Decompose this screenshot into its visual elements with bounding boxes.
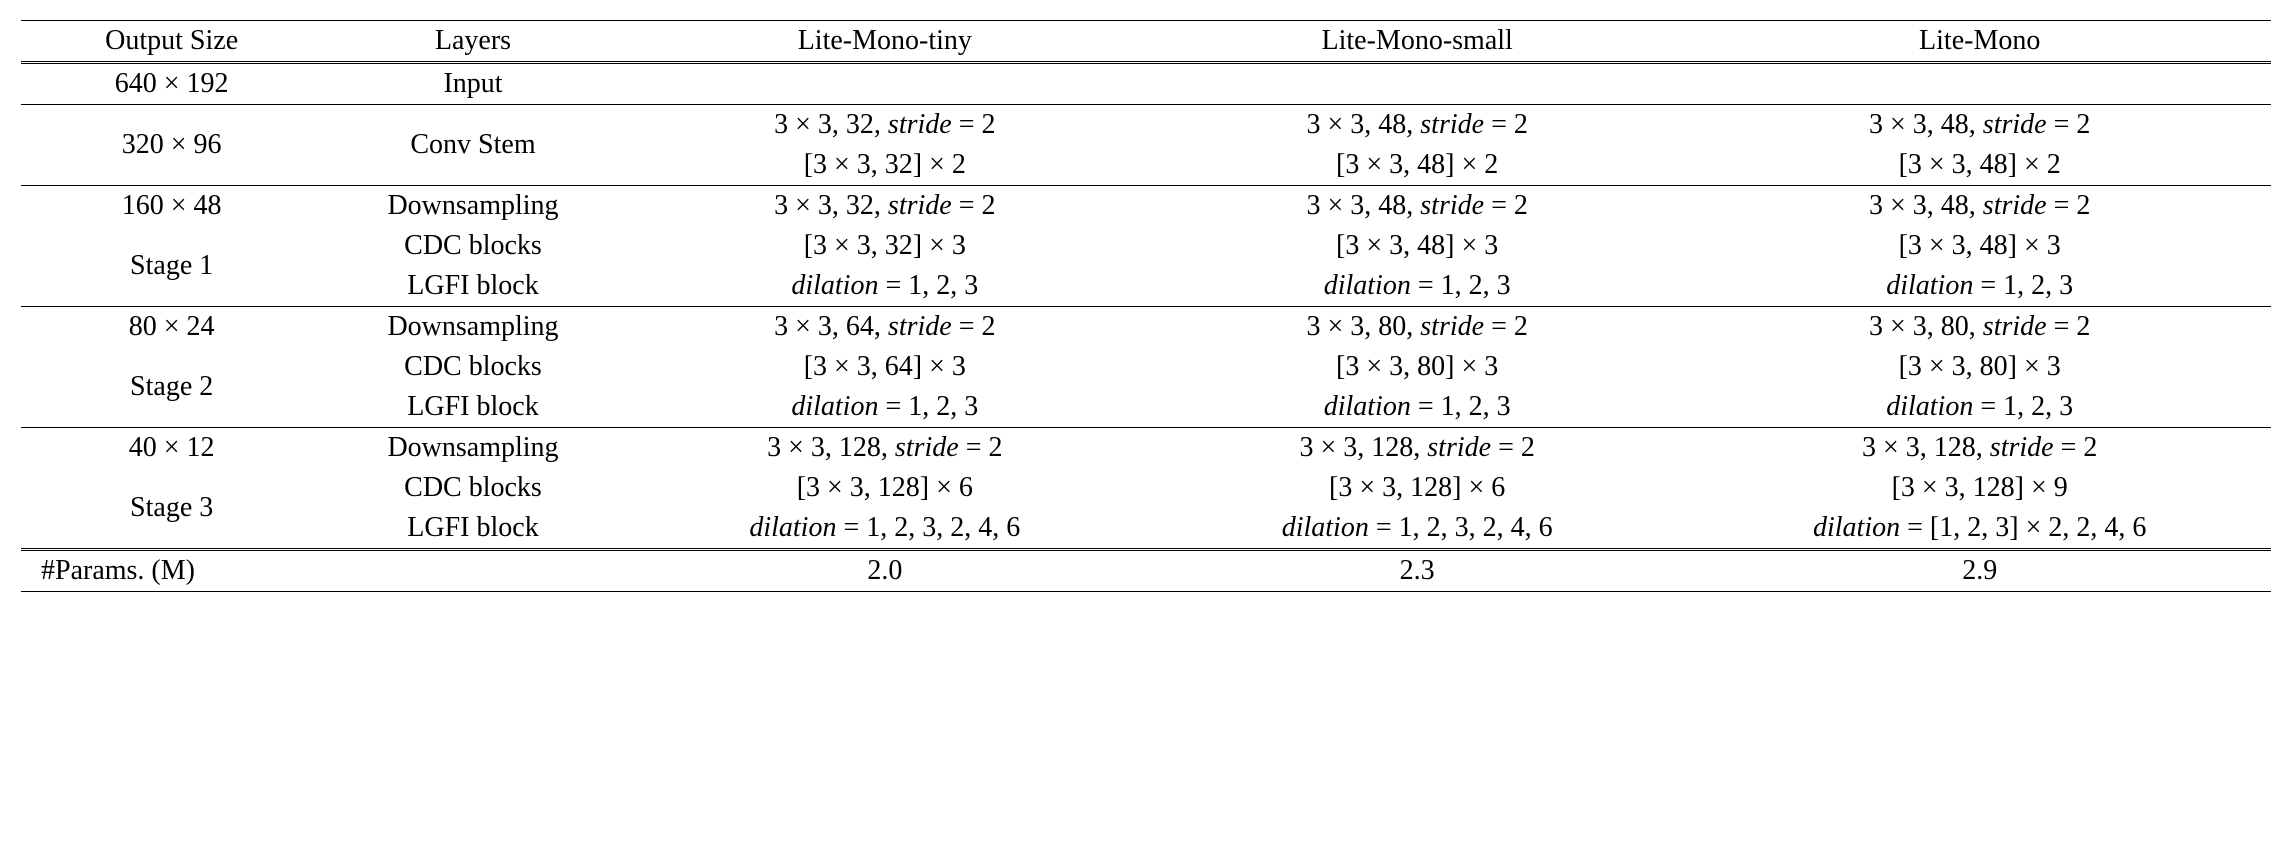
cell-small: [3 × 3, 48] × 3 bbox=[1146, 226, 1688, 266]
col-lite-mono-small: Lite-Mono-small bbox=[1146, 21, 1688, 63]
cell-mono: [3 × 3, 48] × 3 bbox=[1688, 226, 2271, 266]
cell-layer: Downsampling bbox=[322, 307, 623, 348]
cell-mono: dilation = 1, 2, 3 bbox=[1688, 266, 2271, 307]
cell-empty bbox=[624, 63, 1146, 105]
cell-params-label: #Params. (M) bbox=[21, 550, 322, 592]
cell-layer: Downsampling bbox=[322, 186, 623, 227]
cell-mono: 3 × 3, 48, stride = 2 bbox=[1688, 105, 2271, 146]
cell-tiny: [3 × 3, 64] × 3 bbox=[624, 347, 1146, 387]
cell-stage-label: Stage 1 bbox=[21, 226, 322, 307]
row-input: 640 × 192 Input bbox=[21, 63, 2271, 105]
cell-tiny: dilation = 1, 2, 3 bbox=[624, 266, 1146, 307]
cell-stage-label: Stage 2 bbox=[21, 347, 322, 428]
cell-small: dilation = 1, 2, 3 bbox=[1146, 266, 1688, 307]
cell-size: 40 × 12 bbox=[21, 428, 322, 469]
cell-layer: CDC blocks bbox=[322, 226, 623, 266]
cell-size: 160 × 48 bbox=[21, 186, 322, 227]
cell-mono: 3 × 3, 128, stride = 2 bbox=[1688, 428, 2271, 469]
cell-layer: LGFI block bbox=[322, 266, 623, 307]
architecture-table: Output Size Layers Lite-Mono-tiny Lite-M… bbox=[21, 20, 2271, 592]
row-stage3-lgfi: LGFI block dilation = 1, 2, 3, 2, 4, 6 d… bbox=[21, 508, 2271, 550]
row-stage2-lgfi: LGFI block dilation = 1, 2, 3 dilation =… bbox=[21, 387, 2271, 428]
col-lite-mono: Lite-Mono bbox=[1688, 21, 2271, 63]
cell-tiny: dilation = 1, 2, 3 bbox=[624, 387, 1146, 428]
cell-layer: CDC blocks bbox=[322, 468, 623, 508]
cell-empty bbox=[322, 550, 623, 592]
row-stage1-lgfi: LGFI block dilation = 1, 2, 3 dilation =… bbox=[21, 266, 2271, 307]
cell-mono: dilation = [1, 2, 3] × 2, 2, 4, 6 bbox=[1688, 508, 2271, 550]
cell-tiny: dilation = 1, 2, 3, 2, 4, 6 bbox=[624, 508, 1146, 550]
col-lite-mono-tiny: Lite-Mono-tiny bbox=[624, 21, 1146, 63]
row-conv-stem-a: 320 × 96 Conv Stem 3 × 3, 32, stride = 2… bbox=[21, 105, 2271, 146]
cell-layer: Conv Stem bbox=[322, 105, 623, 186]
cell-small: 3 × 3, 128, stride = 2 bbox=[1146, 428, 1688, 469]
cell-size: 640 × 192 bbox=[21, 63, 322, 105]
row-stage3-cdc: Stage 3 CDC blocks [3 × 3, 128] × 6 [3 ×… bbox=[21, 468, 2271, 508]
cell-empty bbox=[1688, 63, 2271, 105]
cell-small: 3 × 3, 48, stride = 2 bbox=[1146, 186, 1688, 227]
cell-size: 320 × 96 bbox=[21, 105, 322, 186]
cell-mono: 3 × 3, 48, stride = 2 bbox=[1688, 186, 2271, 227]
cell-small: 3 × 3, 48, stride = 2 bbox=[1146, 105, 1688, 146]
cell-tiny: 3 × 3, 32, stride = 2 bbox=[624, 186, 1146, 227]
row-stage1-cdc: Stage 1 CDC blocks [3 × 3, 32] × 3 [3 × … bbox=[21, 226, 2271, 266]
cell-layer: Downsampling bbox=[322, 428, 623, 469]
cell-tiny: [3 × 3, 32] × 2 bbox=[624, 145, 1146, 186]
cell-params-small: 2.3 bbox=[1146, 550, 1688, 592]
cell-layer: LGFI block bbox=[322, 387, 623, 428]
cell-mono: 3 × 3, 80, stride = 2 bbox=[1688, 307, 2271, 348]
row-params: #Params. (M) 2.0 2.3 2.9 bbox=[21, 550, 2271, 592]
row-stage3-down: 40 × 12 Downsampling 3 × 3, 128, stride … bbox=[21, 428, 2271, 469]
cell-small: [3 × 3, 80] × 3 bbox=[1146, 347, 1688, 387]
cell-layer: CDC blocks bbox=[322, 347, 623, 387]
cell-small: [3 × 3, 48] × 2 bbox=[1146, 145, 1688, 186]
cell-mono: [3 × 3, 128] × 9 bbox=[1688, 468, 2271, 508]
cell-tiny: [3 × 3, 128] × 6 bbox=[624, 468, 1146, 508]
row-stage2-cdc: Stage 2 CDC blocks [3 × 3, 64] × 3 [3 × … bbox=[21, 347, 2271, 387]
cell-tiny: 3 × 3, 32, stride = 2 bbox=[624, 105, 1146, 146]
cell-small: [3 × 3, 128] × 6 bbox=[1146, 468, 1688, 508]
cell-size: 80 × 24 bbox=[21, 307, 322, 348]
cell-mono: [3 × 3, 48] × 2 bbox=[1688, 145, 2271, 186]
cell-layer: LGFI block bbox=[322, 508, 623, 550]
cell-params-tiny: 2.0 bbox=[624, 550, 1146, 592]
cell-small: 3 × 3, 80, stride = 2 bbox=[1146, 307, 1688, 348]
cell-empty bbox=[1146, 63, 1688, 105]
row-stage1-down: 160 × 48 Downsampling 3 × 3, 32, stride … bbox=[21, 186, 2271, 227]
row-stage2-down: 80 × 24 Downsampling 3 × 3, 64, stride =… bbox=[21, 307, 2271, 348]
cell-tiny: 3 × 3, 128, stride = 2 bbox=[624, 428, 1146, 469]
table-header-row: Output Size Layers Lite-Mono-tiny Lite-M… bbox=[21, 21, 2271, 63]
cell-layer: Input bbox=[322, 63, 623, 105]
cell-tiny: [3 × 3, 32] × 3 bbox=[624, 226, 1146, 266]
cell-mono: [3 × 3, 80] × 3 bbox=[1688, 347, 2271, 387]
cell-small: dilation = 1, 2, 3, 2, 4, 6 bbox=[1146, 508, 1688, 550]
cell-params-mono: 2.9 bbox=[1688, 550, 2271, 592]
cell-tiny: 3 × 3, 64, stride = 2 bbox=[624, 307, 1146, 348]
cell-stage-label: Stage 3 bbox=[21, 468, 322, 550]
col-layers: Layers bbox=[322, 21, 623, 63]
col-output-size: Output Size bbox=[21, 21, 322, 63]
cell-mono: dilation = 1, 2, 3 bbox=[1688, 387, 2271, 428]
cell-small: dilation = 1, 2, 3 bbox=[1146, 387, 1688, 428]
